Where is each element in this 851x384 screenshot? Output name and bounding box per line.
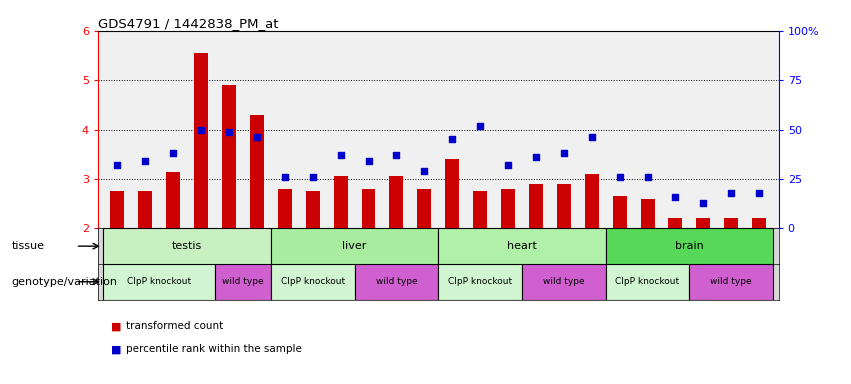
Point (222, 128, 236, 134)
Bar (390, 177, 403, 228)
Text: wild type: wild type (543, 277, 585, 286)
Point (585, 134, 598, 141)
Bar (438, 228, 606, 264)
Bar (529, 184, 543, 228)
Bar (696, 218, 711, 228)
Bar (139, 191, 152, 228)
Text: ClpP knockout: ClpP knockout (281, 277, 345, 286)
Text: wild type: wild type (711, 277, 752, 286)
Bar (689, 264, 773, 300)
Bar (104, 264, 215, 300)
Point (696, 200, 710, 206)
Bar (215, 264, 271, 300)
Bar (194, 53, 208, 228)
Text: ■: ■ (111, 321, 121, 331)
Bar (752, 218, 766, 228)
Bar (641, 199, 654, 228)
Text: GDS4791 / 1442838_PM_at: GDS4791 / 1442838_PM_at (98, 17, 278, 30)
Bar (250, 115, 264, 228)
Point (473, 122, 487, 129)
Text: ClpP knockout: ClpP knockout (127, 277, 191, 286)
Bar (557, 184, 571, 228)
Bar (277, 189, 292, 228)
Bar (445, 159, 460, 228)
Point (278, 174, 292, 180)
Text: transformed count: transformed count (126, 321, 223, 331)
Point (529, 154, 543, 160)
Bar (306, 191, 320, 228)
Bar (362, 189, 375, 228)
Point (641, 174, 654, 180)
Text: liver: liver (342, 241, 367, 251)
Point (669, 194, 683, 200)
Point (194, 126, 208, 132)
Text: testis: testis (172, 241, 203, 251)
Bar (222, 85, 236, 228)
Text: wild type: wild type (222, 277, 264, 286)
Text: percentile rank within the sample: percentile rank within the sample (126, 344, 302, 354)
Point (111, 162, 124, 168)
Bar (668, 218, 683, 228)
Point (139, 158, 152, 164)
Point (613, 174, 626, 180)
Bar (613, 196, 626, 228)
Bar (111, 191, 124, 228)
Bar (417, 189, 431, 228)
Bar (355, 264, 438, 300)
Bar (166, 172, 180, 228)
Bar (334, 177, 347, 228)
Point (167, 150, 180, 156)
Bar (271, 264, 355, 300)
Point (306, 174, 319, 180)
Point (752, 190, 766, 196)
Point (557, 150, 571, 156)
Bar (271, 228, 438, 264)
Text: ClpP knockout: ClpP knockout (448, 277, 512, 286)
Text: brain: brain (675, 241, 704, 251)
Bar (438, 264, 522, 300)
Bar (606, 228, 773, 264)
Point (250, 134, 264, 141)
Bar (104, 228, 271, 264)
Bar (501, 189, 515, 228)
Point (501, 162, 515, 168)
Point (724, 190, 738, 196)
Bar (585, 174, 599, 228)
Point (390, 152, 403, 158)
Point (334, 152, 347, 158)
Point (362, 158, 375, 164)
Text: ■: ■ (111, 344, 121, 354)
Bar (522, 264, 606, 300)
Bar (473, 191, 487, 228)
Text: wild type: wild type (375, 277, 417, 286)
Point (418, 168, 431, 174)
Text: ClpP knockout: ClpP knockout (615, 277, 680, 286)
Point (445, 136, 459, 142)
Text: tissue: tissue (11, 241, 44, 251)
Bar (724, 218, 738, 228)
Text: heart: heart (507, 241, 537, 251)
Bar (606, 264, 689, 300)
Text: genotype/variation: genotype/variation (11, 277, 117, 287)
